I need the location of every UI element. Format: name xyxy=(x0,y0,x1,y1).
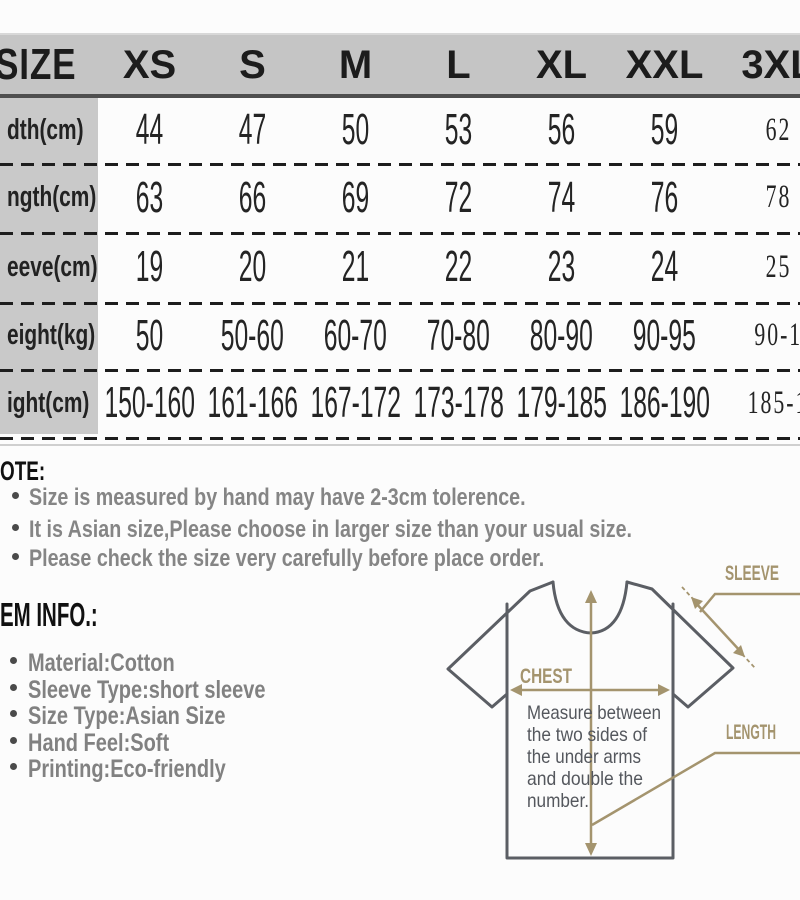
table-bottom-separator xyxy=(0,437,800,440)
table-header-row: SIZE XS S M L XL XXL 3XL xyxy=(0,33,800,95)
row-label: eeve(cm) xyxy=(7,250,98,283)
bullet-dot xyxy=(10,710,17,717)
cell-value: 59 xyxy=(650,105,679,154)
arrowheads xyxy=(510,590,745,856)
sleeve-label: SLEEVE xyxy=(725,562,779,585)
tshirt-measure-diagram: CHEST SLEEVE LENGTH Measure between the … xyxy=(446,562,800,860)
item-info-item: Sleeve Type:short sleeve xyxy=(10,676,325,705)
note-item: Size is measured by hand may have 2-3cm … xyxy=(12,484,635,512)
svg-text:the under arms: the under arms xyxy=(527,746,641,768)
cell-value: 22 xyxy=(444,242,473,291)
cell-value: 63 xyxy=(135,172,164,222)
chest-label: CHEST xyxy=(520,665,572,688)
note-item: It is Asian size,Please choose in larger… xyxy=(12,516,764,544)
column-header-xs: XS xyxy=(122,42,177,87)
cell-value: 76 xyxy=(650,172,679,222)
table-corner-size-label: SIZE xyxy=(0,40,98,90)
bullet-dot xyxy=(10,657,17,664)
cell-value: 23 xyxy=(547,242,576,291)
cell-value: 69 xyxy=(341,172,370,222)
row-separator xyxy=(0,232,800,235)
cell-value: 80-90 xyxy=(529,310,594,360)
cell-value: 179-185 xyxy=(516,378,607,427)
cell-value: 167-172 xyxy=(310,378,401,427)
note-heading: OTE: xyxy=(0,456,46,486)
row-label: eight(kg) xyxy=(7,319,96,351)
row-label: dth(cm) xyxy=(7,113,84,146)
table-row-height: ight(cm) 150-160 161-166 167-172 173-178… xyxy=(0,369,800,437)
cell-value: 47 xyxy=(238,105,267,154)
bullet-dot xyxy=(10,737,17,744)
column-header-m: M xyxy=(338,42,373,87)
svg-text:and double the: and double the xyxy=(527,768,643,790)
cell-value: 72 xyxy=(444,172,473,222)
cell-value: 44 xyxy=(135,105,164,154)
cell-value: 185-1 xyxy=(747,384,800,421)
cell-value: 150-160 xyxy=(104,378,195,427)
row-separator xyxy=(0,369,800,372)
bullet-dot xyxy=(10,763,17,770)
item-info-item: Hand Feel:Soft xyxy=(10,729,204,758)
item-info-item: Material:Cotton xyxy=(10,649,211,678)
bullet-dot xyxy=(12,553,19,560)
item-info-item: Printing:Eco-friendly xyxy=(10,755,275,784)
column-header-3xl: 3XL xyxy=(741,42,800,87)
cell-value: 90-95 xyxy=(632,310,697,360)
row-label: ngth(cm) xyxy=(7,181,97,213)
cell-value: 173-178 xyxy=(413,378,504,427)
table-row-length: ngth(cm) 63 66 69 72 74 76 78 xyxy=(0,163,800,232)
cell-value: 50 xyxy=(341,105,370,154)
cell-value: 186-190 xyxy=(619,378,710,427)
length-label: LENGTH xyxy=(726,721,776,744)
cell-value: 60-70 xyxy=(323,310,388,360)
bullet-dot xyxy=(12,492,19,499)
cell-value: 56 xyxy=(547,105,576,154)
svg-text:the two sides of: the two sides of xyxy=(527,724,648,746)
header-divider-line xyxy=(0,94,800,98)
size-label-text: SIZE xyxy=(0,40,77,89)
row-label: ight(cm) xyxy=(7,386,90,419)
column-header-xl: XL xyxy=(535,42,588,87)
svg-text:Measure between: Measure between xyxy=(527,702,661,724)
cell-value: 161-166 xyxy=(207,378,298,427)
length-leader-line xyxy=(591,751,800,827)
item-info-item: Size Type:Asian Size xyxy=(10,702,275,731)
cell-value: 50 xyxy=(135,310,164,360)
cell-value: 25 xyxy=(765,248,791,285)
sleeve-leader-line xyxy=(699,592,800,613)
measure-lines xyxy=(513,586,800,851)
table-row-sleeve: eeve(cm) 19 20 21 22 23 24 25 xyxy=(0,232,800,302)
svg-text:number.: number. xyxy=(527,790,589,812)
cell-value: 74 xyxy=(547,172,576,222)
table-bottom-light-line xyxy=(0,444,800,446)
cell-value: 53 xyxy=(444,105,473,154)
row-separator xyxy=(0,302,800,305)
chest-instruction-text: Measure between the two sides of the und… xyxy=(527,702,661,812)
column-header-l: L xyxy=(446,42,471,87)
cell-value: 19 xyxy=(135,242,164,291)
column-header-xxl: XXL xyxy=(625,42,704,87)
cell-value: 62 xyxy=(765,111,791,148)
cell-value: 70-80 xyxy=(426,310,491,360)
table-row-width: dth(cm) 44 47 50 53 56 59 62 xyxy=(0,97,800,163)
cell-value: 20 xyxy=(238,242,267,291)
label-column-background xyxy=(0,98,98,434)
bullet-dot xyxy=(10,684,17,691)
note-item: Please check the size very carefully bef… xyxy=(12,545,657,573)
cell-value: 66 xyxy=(238,172,267,222)
item-info-heading: EM INFO.: xyxy=(0,596,98,633)
cell-value: 50-60 xyxy=(220,310,285,360)
cell-value: 24 xyxy=(650,242,679,291)
cell-value: 78 xyxy=(765,179,791,215)
bullet-dot xyxy=(12,524,19,531)
table-row-weight: eight(kg) 50 50-60 60-70 70-80 80-90 90-… xyxy=(0,302,800,369)
row-separator xyxy=(0,163,800,166)
cell-value: 21 xyxy=(341,242,370,291)
column-header-s: S xyxy=(239,42,266,87)
cell-value: 90-1 xyxy=(754,317,800,353)
